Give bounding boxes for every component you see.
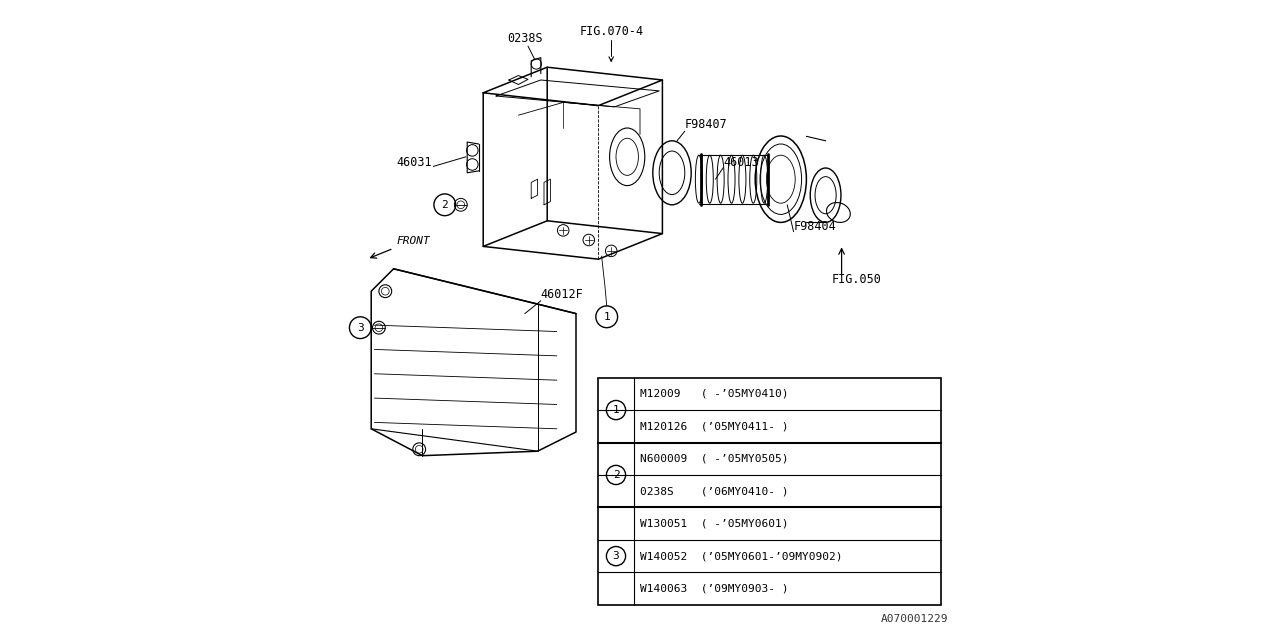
Text: 46012F: 46012F [540,287,584,301]
Text: 1: 1 [603,312,611,322]
Text: W140063  (’09MY0903- ): W140063 (’09MY0903- ) [640,584,788,593]
Bar [599,378,941,605]
Text: F98404: F98404 [794,220,836,234]
Text: 3: 3 [357,323,364,333]
Bar [599,378,941,605]
Text: 46031: 46031 [397,156,433,170]
Text: M120126  (’05MY0411- ): M120126 (’05MY0411- ) [640,421,788,431]
Text: FRONT: FRONT [397,236,430,246]
Text: FIG.050: FIG.050 [832,273,882,286]
Text: N600009  ( -’05MY0505): N600009 ( -’05MY0505) [640,454,788,464]
Text: 2: 2 [442,200,448,210]
Text: A070001229: A070001229 [881,614,948,624]
Text: W130051  ( -’05MY0601): W130051 ( -’05MY0601) [640,518,788,529]
Text: FIG.070-4: FIG.070-4 [579,25,644,38]
Text: W140052  (’05MY0601-’09MY0902): W140052 (’05MY0601-’09MY0902) [640,551,842,561]
Text: 0238S: 0238S [507,31,543,45]
Text: 3: 3 [613,551,620,561]
Text: 1: 1 [613,405,620,415]
Text: M12009   ( -’05MY0410): M12009 ( -’05MY0410) [640,389,788,399]
Text: 46013: 46013 [723,156,759,170]
Text: 2: 2 [613,470,620,480]
Text: 0238S    (’06MY0410- ): 0238S (’06MY0410- ) [640,486,788,496]
Text: F98407: F98407 [685,118,727,131]
